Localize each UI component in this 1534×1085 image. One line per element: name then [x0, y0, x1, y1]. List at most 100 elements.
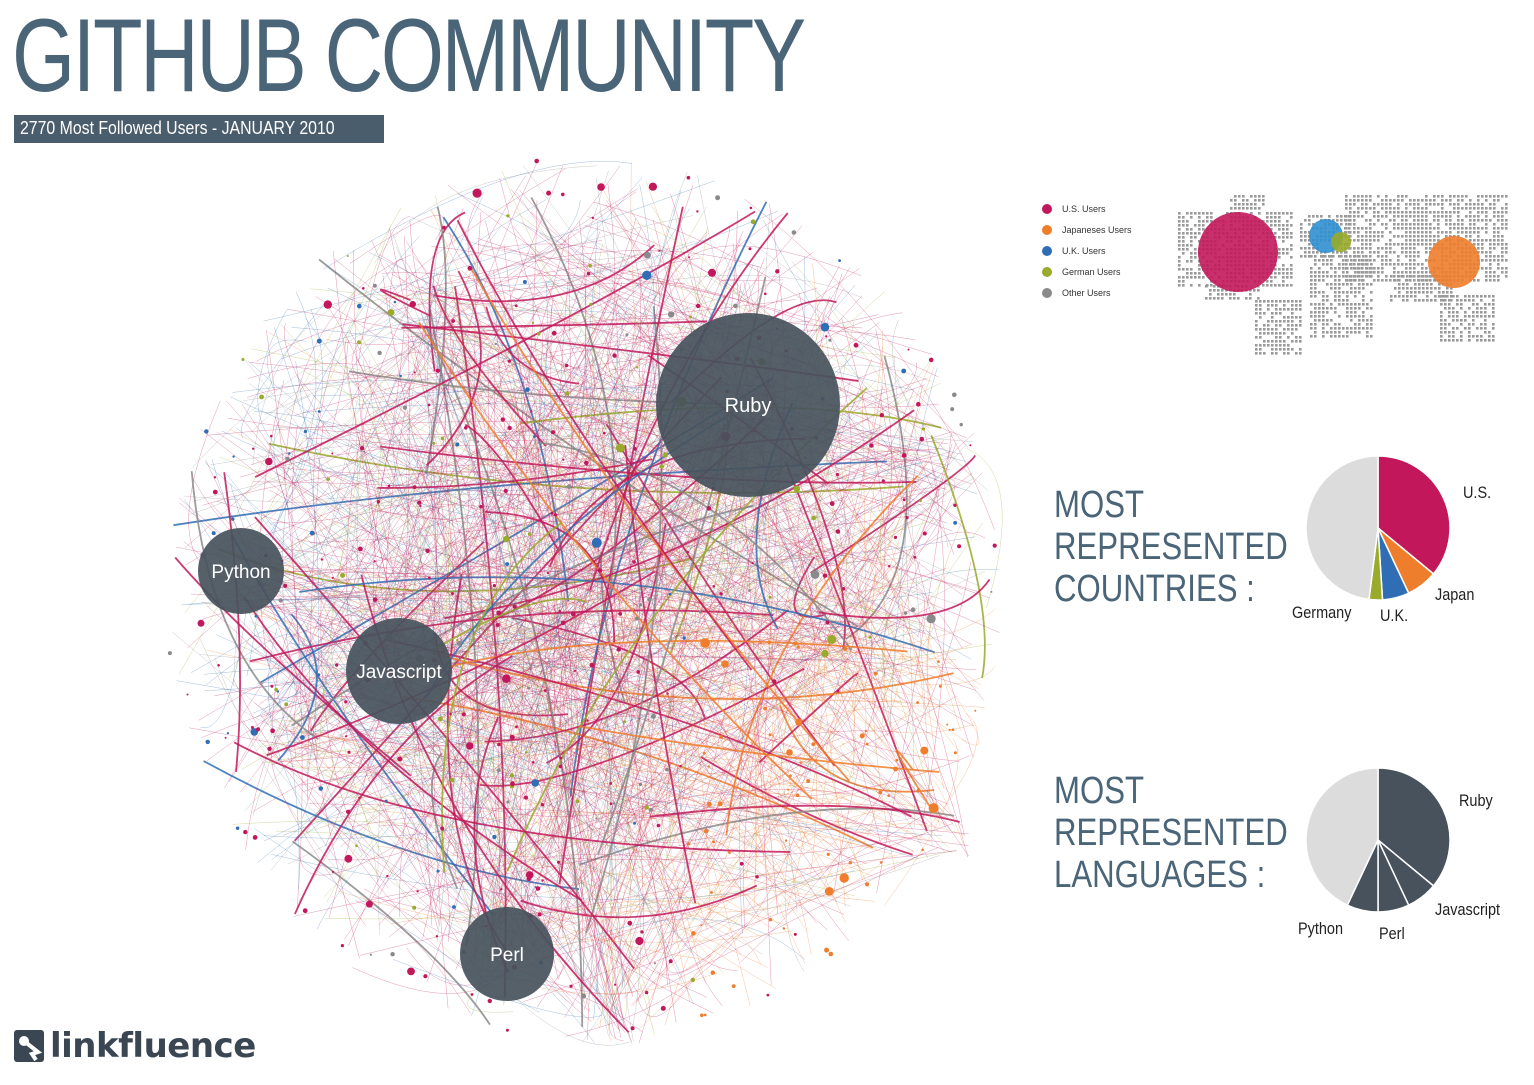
- network-edge: [591, 243, 637, 564]
- map-dot: [1336, 251, 1339, 254]
- network-edge: [476, 200, 538, 731]
- network-edge: [436, 547, 462, 943]
- map-dot: [1493, 195, 1496, 198]
- network-edge: [568, 234, 585, 999]
- network-node: [362, 287, 365, 290]
- network-edge: [664, 448, 713, 737]
- network-node: [537, 912, 542, 917]
- language-clusters: Ruby Python Javascript Perl: [198, 313, 840, 1001]
- map-dot: [1349, 247, 1352, 250]
- network-edge: [310, 692, 672, 895]
- map-dot: [1322, 323, 1325, 326]
- network-edge: [506, 769, 937, 946]
- map-dot: [1505, 275, 1508, 278]
- map-dot: [1440, 327, 1443, 330]
- network-edge: [516, 192, 752, 648]
- map-dot: [1202, 224, 1205, 227]
- map-dot: [1338, 255, 1341, 258]
- network-node: [470, 993, 474, 996]
- map-dot: [1349, 275, 1352, 278]
- network-node: [167, 651, 172, 656]
- network-edge: [315, 466, 438, 762]
- network-node: [373, 560, 376, 563]
- map-dot: [1312, 223, 1315, 226]
- map-dot: [1258, 207, 1261, 210]
- map-dot: [1394, 287, 1397, 290]
- map-dot: [1318, 307, 1321, 310]
- network-node: [492, 834, 497, 840]
- network-edge: [379, 657, 828, 931]
- network-edge: [638, 774, 905, 1030]
- network-edge: [736, 476, 833, 612]
- map-dot: [1417, 211, 1420, 214]
- network-edge: [882, 569, 999, 679]
- network-node: [663, 668, 667, 672]
- map-dot: [1282, 212, 1285, 215]
- network-edge: [626, 817, 738, 971]
- map-dot: [1393, 227, 1396, 230]
- network-edge: [247, 360, 847, 624]
- network-edge: [433, 244, 655, 303]
- map-dot: [1465, 203, 1468, 206]
- network-edge: [698, 580, 893, 632]
- map-dot: [1401, 247, 1404, 250]
- network-edge: [249, 362, 953, 532]
- network-node: [715, 195, 721, 201]
- network-edge: [521, 594, 668, 986]
- network-edge: [880, 446, 896, 641]
- map-dot: [1186, 272, 1189, 275]
- map-dot: [1326, 311, 1329, 314]
- network-edge: [859, 531, 986, 624]
- map-dot: [1271, 352, 1274, 355]
- network-edge: [494, 864, 626, 1033]
- map-dot: [1452, 327, 1455, 330]
- map-dot: [1282, 268, 1285, 271]
- map-dot: [1377, 219, 1380, 222]
- map-dot: [1464, 311, 1467, 314]
- map-dot: [1437, 215, 1440, 218]
- map-dot: [1314, 295, 1317, 298]
- network-edge: [565, 831, 797, 1037]
- network-node: [764, 292, 767, 296]
- map-dot: [1414, 295, 1417, 298]
- network-node: [916, 401, 921, 407]
- map-dot: [1271, 320, 1274, 323]
- network-edge: [216, 552, 892, 855]
- network-edge: [611, 811, 782, 909]
- network-node: [558, 764, 563, 769]
- map-dot: [1291, 328, 1294, 331]
- map-dot: [1266, 220, 1269, 223]
- map-dot: [1259, 336, 1262, 339]
- network-node: [696, 210, 699, 213]
- network-edge: [823, 823, 966, 888]
- map-dot: [1481, 267, 1484, 270]
- map-dot: [1190, 240, 1193, 243]
- network-node: [205, 739, 210, 745]
- map-dot: [1267, 344, 1270, 347]
- map-dot: [1279, 332, 1282, 335]
- map-dot: [1259, 332, 1262, 335]
- map-dot: [1299, 300, 1302, 303]
- network-edge: [671, 256, 752, 325]
- network-node: [535, 886, 541, 891]
- map-dot: [1330, 287, 1333, 290]
- map-dot: [1446, 287, 1449, 290]
- map-dot: [1485, 267, 1488, 270]
- network-edge: [320, 468, 607, 689]
- network-edge: [270, 199, 547, 544]
- map-dot: [1275, 328, 1278, 331]
- map-dot: [1310, 335, 1313, 338]
- network-edge: [538, 633, 681, 845]
- map-dot: [1468, 307, 1471, 310]
- network-node: [869, 443, 874, 448]
- map-dot: [1365, 195, 1368, 198]
- network-node: [721, 660, 729, 668]
- map-dot: [1291, 304, 1294, 307]
- map-dot: [1182, 268, 1185, 271]
- map-dot: [1290, 248, 1293, 251]
- map-dot: [1472, 299, 1475, 302]
- map-dot: [1492, 303, 1495, 306]
- network-edge: [392, 371, 430, 549]
- map-dot: [1406, 295, 1409, 298]
- map-dot: [1342, 275, 1345, 278]
